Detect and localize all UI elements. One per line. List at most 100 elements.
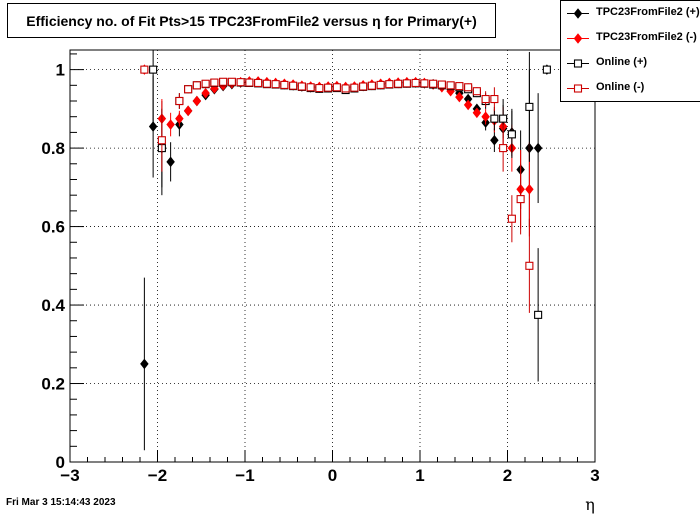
data-point xyxy=(411,78,420,88)
data-point xyxy=(455,82,464,91)
x-tick-label: 2 xyxy=(503,466,512,485)
series-3 xyxy=(140,65,534,313)
data-point xyxy=(490,94,499,104)
data-point xyxy=(490,114,499,123)
data-point xyxy=(227,77,236,86)
data-point xyxy=(236,78,245,87)
data-point xyxy=(525,261,534,270)
legend-entry: TPC23FromFile2 (-) xyxy=(561,26,700,51)
legend-entry: Online (-) xyxy=(561,76,700,101)
x-tick-label: 0 xyxy=(328,466,337,485)
data-point xyxy=(341,84,350,93)
data-point xyxy=(192,81,201,90)
legend-marker-icon xyxy=(567,33,589,44)
data-point xyxy=(254,78,263,88)
axis-ticks xyxy=(69,53,596,463)
data-point xyxy=(516,195,525,204)
data-point xyxy=(525,102,534,111)
series-2 xyxy=(149,50,551,382)
data-point xyxy=(262,79,271,88)
axis-tick-labels: −3 −2 −1 0 1 2 3 0 0.2 0.4 0.6 0.8 1 xyxy=(41,61,599,485)
y-tick-label: 0 xyxy=(56,453,65,472)
data-point xyxy=(332,83,341,92)
data-point xyxy=(192,95,202,107)
series-0 xyxy=(140,64,552,451)
data-point xyxy=(499,144,508,153)
x-tick-label: −3 xyxy=(60,466,79,485)
data-point xyxy=(306,83,315,92)
data-point xyxy=(525,183,534,195)
data-point xyxy=(542,65,551,74)
data-point xyxy=(350,83,359,92)
data-point xyxy=(472,87,481,96)
data-point xyxy=(140,358,149,370)
data-point xyxy=(429,79,438,88)
legend-marker-icon xyxy=(567,84,589,93)
data-point xyxy=(219,77,228,86)
data-point xyxy=(183,105,193,117)
chart-title-text: Efficiency no. of Fit Pts>15 TPC23FromFi… xyxy=(26,12,477,29)
legend-label: TPC23FromFile2 (-) xyxy=(596,31,697,43)
data-point xyxy=(166,156,175,168)
data-point xyxy=(455,91,464,103)
data-point xyxy=(175,113,184,124)
data-point xyxy=(385,80,394,89)
data-point xyxy=(359,82,368,91)
data-point xyxy=(376,80,385,89)
data-point xyxy=(472,107,482,119)
data-point xyxy=(437,80,446,89)
data-point xyxy=(481,94,490,104)
data-point xyxy=(446,81,455,90)
data-point xyxy=(201,87,210,99)
y-tick-label: 0.4 xyxy=(41,296,65,315)
data-point xyxy=(210,78,219,87)
plot-frame xyxy=(69,49,596,463)
data-point xyxy=(507,214,516,223)
x-tick-label: −2 xyxy=(148,466,167,485)
y-tick-label: 0.6 xyxy=(41,218,65,237)
legend-symbol xyxy=(573,8,583,19)
data-point xyxy=(420,79,429,88)
series-layer xyxy=(140,50,552,451)
data-point xyxy=(394,79,403,88)
data-point xyxy=(464,83,473,92)
legend-label: Online (+) xyxy=(596,56,648,68)
data-point xyxy=(149,65,158,74)
data-point xyxy=(184,85,193,94)
legend: TPC23FromFile2 (+) TPC23FromFile2 (-) Onli… xyxy=(560,0,700,102)
chart-title: Efficiency no. of Fit Pts>15 TPC23FromFi… xyxy=(7,3,496,38)
legend-label: Online (-) xyxy=(596,81,645,93)
x-tick-label: 3 xyxy=(590,466,599,485)
data-point xyxy=(533,142,543,154)
data-point xyxy=(463,99,473,111)
legend-symbol xyxy=(573,33,583,44)
data-point xyxy=(166,119,175,130)
data-point xyxy=(534,310,543,319)
legend-marker-icon xyxy=(567,8,589,19)
data-point xyxy=(245,78,254,87)
y-tick-label: 0.8 xyxy=(41,139,65,158)
legend-label: TPC23FromFile2 (+) xyxy=(596,6,700,18)
data-point xyxy=(271,80,280,89)
data-point xyxy=(367,81,376,90)
x-tick-label: −1 xyxy=(235,466,254,485)
legend-symbol xyxy=(573,59,583,68)
data-point xyxy=(140,65,149,74)
data-point xyxy=(507,130,516,139)
legend-marker-icon xyxy=(567,59,589,68)
data-point xyxy=(324,83,333,92)
data-point xyxy=(481,111,490,123)
data-point xyxy=(499,114,508,123)
data-point xyxy=(402,79,411,88)
data-point xyxy=(490,134,499,146)
data-point xyxy=(289,81,298,90)
data-point xyxy=(201,79,210,88)
x-tick-label: 1 xyxy=(415,466,424,485)
data-point xyxy=(280,80,289,89)
data-point xyxy=(157,136,166,145)
legend-entry: TPC23FromFile2 (+) xyxy=(561,1,700,26)
legend-symbol xyxy=(573,84,583,93)
y-tick-label: 0.2 xyxy=(41,375,65,394)
y-tick-label: 1 xyxy=(56,61,65,80)
